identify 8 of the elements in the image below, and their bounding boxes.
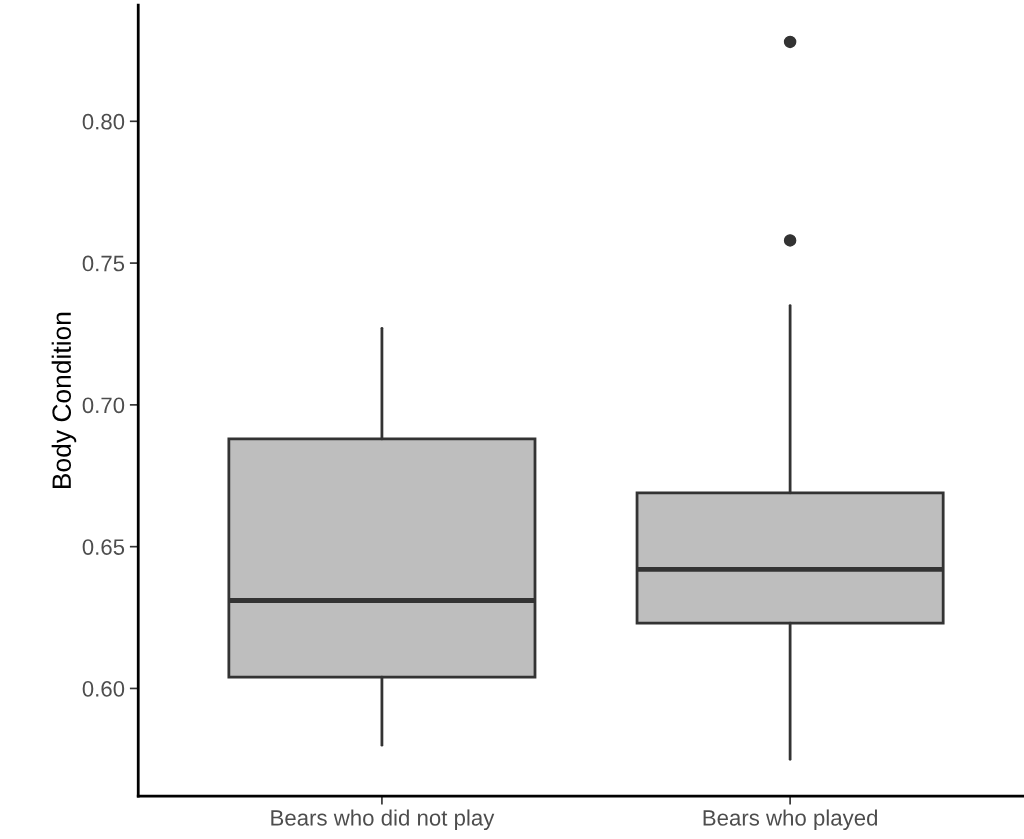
y-tick-label: 0.80 xyxy=(82,113,125,130)
x-tick-label: Bears who played xyxy=(703,809,878,831)
y-tick-label: 0.75 xyxy=(82,255,125,272)
y-tick-label: 0.60 xyxy=(82,680,125,697)
x-tick-label: Bears who did not play xyxy=(271,809,495,831)
y-axis-title: Body Condition xyxy=(51,312,77,488)
y-tick-label: 0.65 xyxy=(82,539,125,555)
y-tick-label: 0.70 xyxy=(82,397,125,414)
